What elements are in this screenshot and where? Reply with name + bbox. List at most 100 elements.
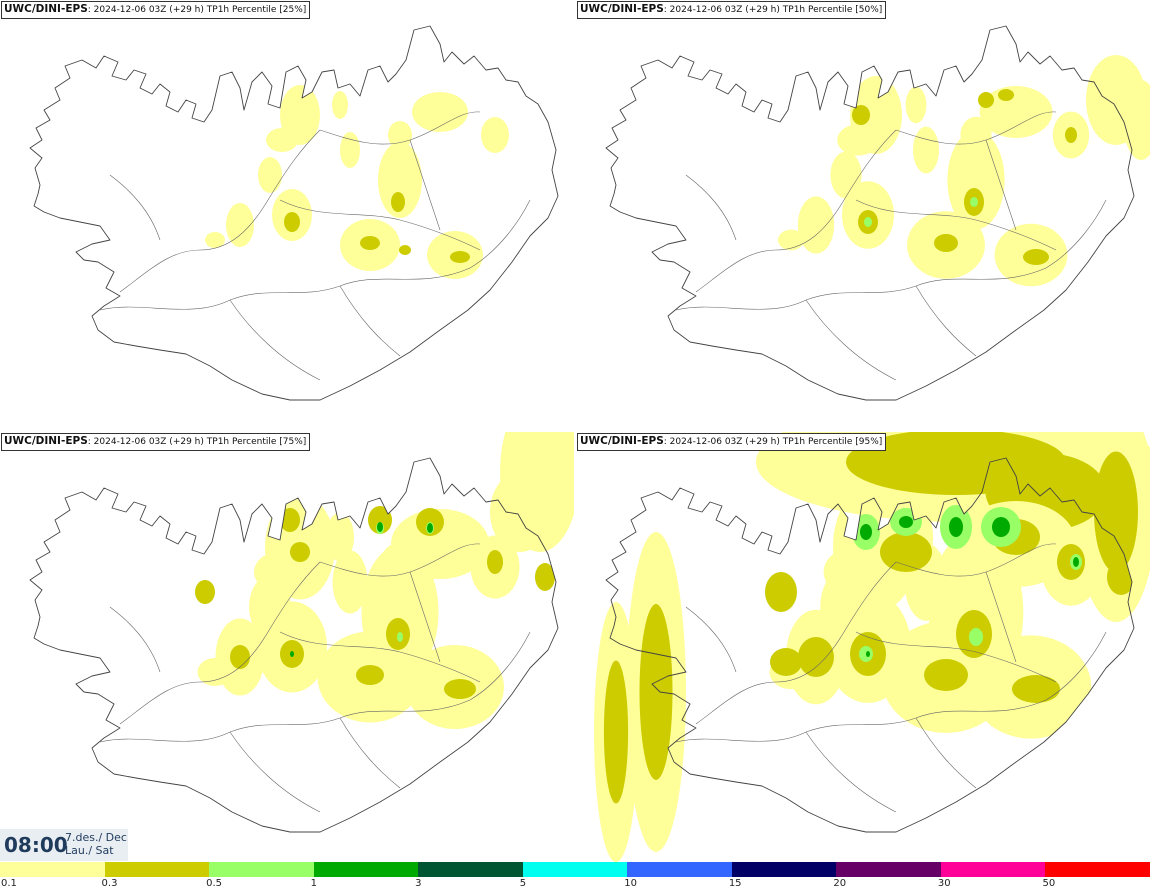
road-line bbox=[279, 199, 481, 251]
precip-area-moderate bbox=[444, 679, 476, 699]
precip-area-light bbox=[481, 117, 509, 153]
precip-area-moderate bbox=[391, 192, 405, 212]
road-line bbox=[99, 199, 531, 311]
road-line bbox=[119, 561, 321, 725]
precip-area-moderate bbox=[765, 572, 797, 612]
precip-area-moderate bbox=[1012, 675, 1060, 703]
road-line bbox=[695, 129, 897, 293]
precip-area-moderate bbox=[998, 89, 1014, 101]
panel-title-p95: UWC/DINI-EPS: 2024-12-06 03Z (+29 h) TP1… bbox=[577, 433, 887, 451]
legend-tick-label: 3 bbox=[415, 878, 422, 889]
precip-area-light bbox=[778, 229, 804, 251]
precip-area-moderate bbox=[798, 637, 834, 677]
precip-area-offshore bbox=[1123, 80, 1150, 160]
precip-area-intense bbox=[860, 524, 872, 540]
precip-area-offshore-heavy bbox=[639, 604, 673, 780]
panel-title-p75: UWC/DINI-EPS: 2024-12-06 03Z (+29 h) TP1… bbox=[1, 433, 311, 451]
road-line bbox=[895, 543, 1057, 577]
precip-area-moderate bbox=[280, 508, 300, 532]
road-line bbox=[805, 731, 897, 813]
road-line bbox=[339, 717, 401, 789]
precip-area-moderate bbox=[978, 92, 994, 108]
road-line bbox=[895, 111, 1057, 145]
road-line bbox=[229, 299, 321, 381]
precip-area-light bbox=[205, 232, 225, 248]
valid-date: 7.des./ Dec Lau./ Sat bbox=[65, 831, 127, 857]
precip-area-light bbox=[378, 142, 422, 218]
precip-area-light bbox=[379, 542, 421, 592]
precip-area-light bbox=[340, 132, 360, 168]
panel-title-p50: UWC/DINI-EPS: 2024-12-06 03Z (+29 h) TP1… bbox=[577, 1, 887, 19]
precip-area-offshore-heavy bbox=[603, 660, 629, 804]
precipitation-legend: 0.1 0.3 0.5 1 3 5 10 15 20 30 50 bbox=[0, 862, 1150, 891]
road-line bbox=[675, 631, 1107, 743]
precip-area-moderate bbox=[284, 212, 300, 232]
precip-area-moderate bbox=[360, 236, 380, 250]
road-line bbox=[855, 199, 1057, 251]
legend-swatch bbox=[627, 862, 733, 877]
precip-area-heavy bbox=[969, 628, 983, 646]
road-line bbox=[279, 631, 481, 683]
legend-swatch bbox=[418, 862, 524, 877]
precip-area-moderate bbox=[770, 648, 802, 676]
legend-tick-label: 0.1 bbox=[1, 878, 17, 889]
precip-area-heavy bbox=[864, 217, 872, 227]
precip-area-intense bbox=[1073, 557, 1079, 567]
legend-tick-label: 1 bbox=[310, 878, 317, 889]
road-line bbox=[685, 606, 737, 673]
precip-area-intense bbox=[899, 516, 913, 528]
valid-date-line1: 7.des./ Dec bbox=[65, 831, 127, 844]
precip-area-light bbox=[258, 157, 282, 193]
road-line bbox=[99, 631, 531, 743]
precip-area-moderate bbox=[195, 580, 215, 604]
legend-tick-label: 5 bbox=[519, 878, 527, 889]
precip-area-moderate bbox=[290, 542, 310, 562]
legend-swatch bbox=[1045, 862, 1150, 877]
precip-area-intense bbox=[949, 517, 963, 537]
road-line bbox=[319, 543, 481, 577]
precip-area-moderate bbox=[1023, 249, 1049, 265]
precip-area-light bbox=[913, 126, 939, 174]
valid-date-line2: Lau./ Sat bbox=[65, 844, 114, 857]
precip-area-light bbox=[332, 550, 368, 614]
road-line bbox=[675, 199, 1107, 311]
precip-area-light bbox=[960, 116, 992, 154]
legend-tick-label: 20 bbox=[833, 878, 847, 889]
precip-area-intense bbox=[427, 523, 433, 533]
road-line bbox=[339, 285, 401, 357]
legend-swatch bbox=[522, 862, 628, 877]
valid-time: 08:00 bbox=[4, 833, 68, 857]
precip-area-intense bbox=[377, 522, 383, 532]
precip-area-moderate bbox=[487, 550, 503, 574]
road-line bbox=[985, 571, 1017, 663]
road-line bbox=[985, 139, 1017, 231]
road-line bbox=[229, 731, 321, 813]
legend-swatch bbox=[104, 862, 210, 877]
legend-tick-label: 15 bbox=[728, 878, 742, 889]
precip-area-light bbox=[905, 86, 927, 124]
precip-area-moderate bbox=[356, 665, 384, 685]
legend-swatch bbox=[940, 862, 1046, 877]
precip-area-moderate bbox=[1065, 127, 1077, 143]
legend-tick-label: 30 bbox=[937, 878, 951, 889]
map-panel-p95: UWC/DINI-EPS: 2024-12-06 03Z (+29 h) TP1… bbox=[576, 432, 1150, 862]
precip-area-moderate bbox=[880, 532, 932, 572]
iceland-coastline bbox=[29, 25, 559, 401]
precip-area-light bbox=[412, 92, 468, 132]
precip-area-light bbox=[197, 658, 233, 686]
precip-area-heavy bbox=[970, 197, 978, 207]
road-line bbox=[685, 174, 737, 241]
precip-area-moderate bbox=[934, 234, 958, 252]
iceland-coastline bbox=[605, 25, 1135, 401]
iceland-coastline bbox=[605, 457, 1135, 833]
road-line bbox=[695, 561, 897, 725]
road-line bbox=[855, 631, 1057, 683]
iceland-map-p75 bbox=[29, 432, 574, 833]
road-line bbox=[409, 571, 441, 663]
precip-area-moderate bbox=[852, 105, 870, 125]
precip-area-moderate bbox=[368, 506, 392, 534]
road-line bbox=[915, 285, 977, 357]
iceland-coastline bbox=[29, 457, 559, 833]
precip-area-light bbox=[388, 121, 412, 149]
legend-tick-label: 0.3 bbox=[101, 878, 118, 889]
